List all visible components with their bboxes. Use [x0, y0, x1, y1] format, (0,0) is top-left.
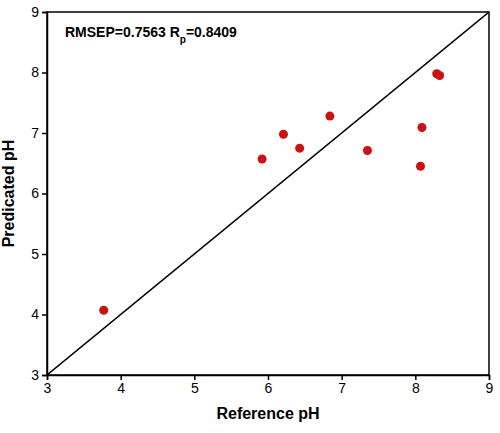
y-tick-label: 7: [31, 125, 39, 141]
x-tick: 7: [338, 375, 346, 396]
x-tick: 9: [486, 375, 494, 396]
point: [279, 130, 288, 139]
y-tick-label: 5: [31, 246, 39, 262]
y-tick-mark: [42, 314, 47, 316]
x-tick-label: 8: [412, 380, 420, 396]
y-tick-mark: [42, 254, 47, 256]
y-tick-label: 6: [31, 185, 39, 201]
reference-line: [47, 12, 489, 375]
y-axis-title: Predicated pH: [0, 140, 17, 248]
y-tick: 4: [31, 306, 47, 322]
y-axis-line: [42, 13, 48, 376]
x-tick: 8: [412, 375, 420, 396]
annotation-part: RMSEP=0.7563 R: [65, 24, 180, 40]
y-tick: 6: [31, 185, 47, 201]
y-tick: 5: [31, 246, 47, 262]
annotation: RMSEP=0.7563 Rp=0.8409: [65, 24, 237, 45]
y-tick: 9: [31, 4, 47, 20]
plot-frame: [47, 12, 489, 375]
x-tick-label: 3: [44, 380, 52, 396]
point: [99, 306, 108, 315]
point: [416, 162, 425, 171]
x-tick-label: 4: [117, 380, 125, 396]
y-tick-mark: [42, 72, 47, 74]
annotation-part: =0.8409: [186, 24, 237, 40]
y-tick-label: 9: [31, 4, 39, 20]
plot: 3 4 5 6 7 8 9 3 4 5 6 7 8 9: [31, 4, 493, 396]
y-tick-label: 4: [31, 306, 39, 322]
y-tick-label: 3: [31, 367, 39, 383]
point: [435, 71, 444, 80]
x-tick-label: 6: [265, 380, 273, 396]
x-tick: 5: [191, 375, 199, 396]
y-axis: 3 4 5 6 7 8 9: [31, 4, 47, 383]
x-tick: 4: [117, 375, 125, 396]
y-tick: 8: [31, 64, 47, 80]
x-tick: 3: [44, 375, 52, 396]
chart: 3 4 5 6 7 8 9 3 4 5 6 7 8 9 Reference pH Predicated pH R…: [0, 0, 500, 433]
x-tick-label: 5: [191, 380, 199, 396]
x-axis-title: Reference pH: [216, 405, 319, 422]
y-tick-label: 8: [31, 64, 39, 80]
y-tick-mark: [42, 375, 47, 377]
x-axis: 3 4 5 6 7 8 9: [44, 375, 494, 396]
y-tick: 3: [31, 367, 47, 383]
y-tick-mark: [42, 193, 47, 195]
y-tick: 7: [31, 125, 47, 141]
point: [363, 146, 372, 155]
x-tick-label: 9: [486, 380, 494, 396]
x-tick-label: 7: [338, 380, 346, 396]
point: [258, 155, 267, 164]
marks: [47, 12, 489, 375]
point: [325, 112, 334, 121]
point: [417, 123, 426, 132]
y-tick-mark: [42, 133, 47, 135]
y-tick-mark: [42, 12, 47, 14]
x-tick: 6: [265, 375, 273, 396]
point: [295, 144, 304, 153]
